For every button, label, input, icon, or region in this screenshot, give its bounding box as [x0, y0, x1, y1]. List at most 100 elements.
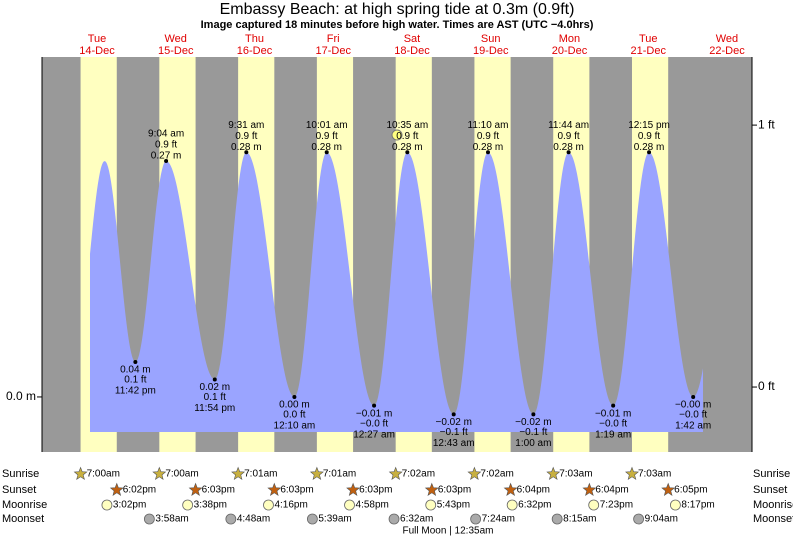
moonrise-icon [344, 499, 355, 511]
day-weekday: Sun [481, 33, 501, 45]
row-label: Sunset [2, 484, 36, 496]
tide-m: 0.27 m [151, 151, 182, 162]
day-weekday: Sat [404, 33, 421, 45]
moonset-time: 3:58am [155, 514, 188, 525]
row-label: Sunrise [2, 468, 39, 480]
moonset-time: 8:15am [563, 514, 596, 525]
moonrise-icon [425, 499, 437, 511]
sunset-time: 6:03pm [359, 485, 392, 496]
sunrise-time: 7:01am [323, 469, 356, 480]
day-weekday: Wed [165, 33, 187, 45]
sunset-icon [346, 482, 361, 496]
tide-time: 11:42 pm [115, 386, 156, 397]
tide-point [451, 412, 456, 417]
moonrise-icon [101, 499, 113, 511]
tide-m: 0.28 m [553, 142, 584, 153]
moonrise-icon [588, 499, 600, 511]
y2-tick-label: 0 ft [758, 379, 775, 393]
tide-ft: −0.0 ft [679, 410, 707, 421]
tide-time: 12:43 am [433, 438, 475, 449]
y-tick-label: 0.0 m [6, 389, 36, 403]
tide-time: 12:10 am [274, 421, 316, 432]
sunrise-icon [388, 466, 403, 480]
row-label: Moonrise [2, 499, 47, 511]
row-label: Sunset [753, 484, 787, 496]
tide-m: 0.28 m [392, 142, 423, 153]
sunrise-icon [231, 466, 246, 480]
tide-ft: 0.9 ft [155, 140, 177, 151]
moonrise-icon [263, 499, 274, 511]
tide-m: −0.02 m [435, 417, 471, 428]
tide-m: −0.01 m [356, 408, 392, 419]
row-label: Sunrise [753, 468, 790, 480]
sunset-time: 6:04pm [595, 485, 628, 496]
tide-ft: 0.0 ft [283, 410, 305, 421]
moonset-icon [388, 513, 400, 525]
sunset-icon [582, 482, 597, 496]
tide-ft: 0.9 ft [396, 131, 418, 142]
tide-time: 11:44 am [548, 120, 589, 131]
sunset-time: 6:03pm [202, 485, 235, 496]
tide-ft: 0.1 ft [124, 375, 146, 386]
moonset-icon [225, 513, 237, 525]
row-label: Moonrise [753, 499, 793, 511]
tide-area [90, 152, 703, 433]
day-date: 19-Dec [473, 45, 509, 57]
tide-point [372, 403, 377, 408]
moonrise-time: 5:43pm [437, 500, 470, 511]
tide-point [611, 403, 616, 408]
tide-time: 9:31 am [228, 120, 264, 131]
tide-point [647, 150, 652, 155]
tide-point [566, 150, 571, 155]
tide-m: −0.02 m [515, 417, 551, 428]
day-weekday: Tue [88, 33, 107, 45]
sunset-time: 6:02pm [123, 485, 156, 496]
full-moon-icon [391, 129, 403, 141]
moonrise-time: 3:02pm [113, 500, 146, 511]
sunset-time: 6:04pm [517, 485, 550, 496]
moonset-icon [143, 513, 155, 525]
sunrise-time: 7:00am [87, 469, 120, 480]
moonrise-time: 4:58pm [356, 500, 389, 511]
sunset-icon [424, 482, 439, 496]
tide-m: 0.02 m [199, 382, 230, 393]
tide-point [405, 150, 410, 155]
sunset-time: 6:03pm [438, 485, 471, 496]
day-date: 21-Dec [630, 45, 666, 57]
tide-time: 10:35 am [386, 120, 428, 131]
day-weekday: Thu [245, 33, 264, 45]
moonrise-time: 8:17pm [681, 500, 714, 511]
tide-ft: 0.9 ft [477, 131, 499, 142]
sunset-icon [109, 482, 124, 496]
tide-m: 0.28 m [311, 142, 342, 153]
sunrise-icon [467, 466, 482, 480]
day-date: 15-Dec [158, 45, 194, 57]
tide-m: 0.00 m [279, 400, 310, 411]
tide-time: 1:00 am [515, 438, 551, 449]
day-date: 17-Dec [315, 45, 351, 57]
tide-m: −0.01 m [595, 408, 631, 419]
tide-ft: 0.9 ft [557, 131, 579, 142]
day-date: 16-Dec [237, 45, 273, 57]
tide-ft: 0.9 ft [638, 131, 660, 142]
sunrise-icon [309, 466, 324, 480]
moonset-icon [551, 513, 563, 525]
moonset-icon [470, 513, 482, 525]
tide-point [292, 394, 297, 399]
sunrise-time: 7:02am [480, 469, 513, 480]
tide-ft: 0.1 ft [204, 392, 226, 403]
tide-point [133, 359, 138, 364]
tide-m: −0.00 m [675, 400, 711, 411]
sunset-time: 6:03pm [280, 485, 313, 496]
chart-title: Embassy Beach: at high spring tide at 0.… [220, 1, 575, 18]
sunset-icon [188, 482, 203, 496]
tide-m: 0.28 m [231, 142, 262, 153]
day-weekday: Tue [639, 33, 658, 45]
tide-time: 11:54 pm [194, 403, 235, 414]
tide-ft: 0.9 ft [235, 131, 257, 142]
tide-m: 0.28 m [634, 142, 665, 153]
tide-time: 1:19 am [595, 429, 631, 440]
sunrise-time: 7:01am [244, 469, 277, 480]
y2-tick-label: 1 ft [758, 117, 775, 131]
